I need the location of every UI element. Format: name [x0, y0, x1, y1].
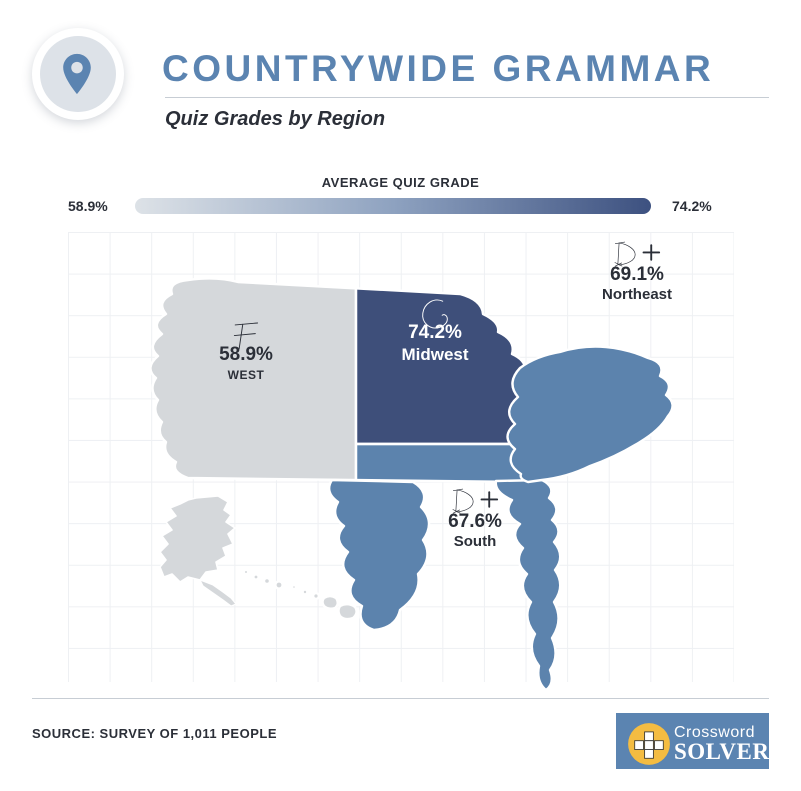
svg-text:Northeast: Northeast — [602, 286, 672, 303]
svg-text:69.1%: 69.1% — [610, 264, 664, 285]
svg-text:Midwest: Midwest — [401, 345, 468, 364]
svg-text:74.2%: 74.2% — [408, 322, 462, 343]
svg-text:South: South — [454, 533, 497, 550]
svg-text:67.6%: 67.6% — [448, 511, 502, 532]
svg-text:58.9%: 58.9% — [219, 344, 273, 365]
svg-text:WEST: WEST — [228, 368, 265, 382]
